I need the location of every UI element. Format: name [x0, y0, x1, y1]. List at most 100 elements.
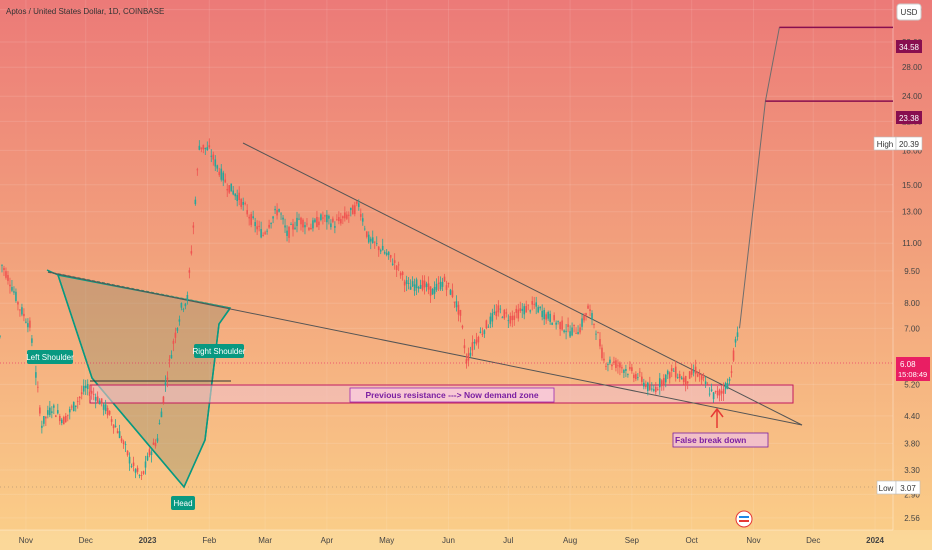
candle-body: [55, 415, 57, 417]
candle-body: [236, 194, 239, 201]
candle-body: [138, 475, 141, 476]
candle-body: [164, 382, 167, 386]
candle-body: [0, 335, 1, 337]
x-tick-label: Jun: [442, 536, 455, 545]
candle-body: [714, 390, 717, 392]
x-tick-label: Aug: [563, 536, 577, 545]
candle-body: [310, 227, 312, 230]
current-price-badge: 6.08 15:08:49: [896, 357, 930, 381]
false-break-label: False break down: [672, 432, 769, 448]
candle-body: [467, 353, 470, 361]
candle-body: [453, 301, 456, 303]
wedge-lower-line: [47, 271, 803, 426]
candle-body: [250, 214, 252, 225]
candle-body: [595, 333, 597, 335]
candle-body: [700, 374, 703, 380]
candle-body: [126, 450, 129, 456]
candle-body: [128, 456, 131, 464]
candle-body: [469, 352, 472, 356]
candle-body: [479, 331, 482, 333]
candle-body: [497, 305, 500, 313]
demand-zone-text: Previous resistance ---> Now demand zone: [365, 390, 538, 400]
candle-body: [51, 411, 53, 413]
candle-body: [57, 410, 59, 414]
candle-body: [435, 283, 438, 290]
candle-body: [676, 377, 679, 378]
candle-body: [252, 216, 254, 219]
candle-body: [39, 407, 41, 414]
candle-body: [415, 279, 418, 289]
candle-body: [92, 394, 95, 395]
candle-body: [280, 213, 282, 215]
right-shoulder-label: Right Shoulder: [193, 344, 246, 358]
candle-body: [395, 265, 398, 270]
candle-body: [499, 308, 502, 310]
currency-button[interactable]: USD: [896, 3, 922, 21]
candle-body: [118, 431, 121, 439]
y-tick-label: 7.00: [904, 324, 920, 333]
candle-body: [371, 237, 374, 243]
candle-body: [547, 311, 549, 319]
candle-body: [587, 305, 589, 309]
left-shoulder-text: Left Shoulder: [26, 353, 74, 362]
candle-body: [100, 398, 103, 404]
candle-body: [726, 383, 729, 389]
candle-body: [19, 309, 21, 311]
candle-body: [266, 230, 268, 232]
candle-body: [629, 366, 631, 370]
candle-body: [455, 301, 458, 308]
head-label: Head: [171, 496, 195, 510]
candle-body: [330, 223, 332, 228]
candle-body: [549, 313, 551, 322]
candle-body: [471, 342, 474, 351]
candle-body: [607, 364, 609, 366]
candle-body: [409, 286, 412, 290]
candle-body: [336, 219, 338, 221]
symbol-title: Aptos / United States Dollar, 1D, COINBA…: [6, 7, 164, 16]
candle-body: [148, 449, 151, 456]
candle-body: [338, 217, 340, 222]
candle-body: [224, 179, 227, 183]
candle-body: [216, 165, 219, 169]
candle-body: [419, 284, 422, 289]
candle-body: [445, 285, 448, 290]
candle-body: [142, 471, 145, 474]
candle-body: [525, 306, 528, 313]
candle-body: [565, 330, 567, 332]
candle-body: [1, 264, 3, 266]
y-tick-label: 11.00: [902, 239, 922, 248]
candle-body: [573, 324, 575, 327]
candle-body: [690, 369, 693, 375]
candle-body: [431, 288, 434, 295]
candle-body: [706, 384, 709, 385]
candle-body: [212, 154, 215, 160]
candle-body: [13, 291, 15, 293]
candle-body: [457, 304, 460, 315]
candle-body: [718, 389, 721, 396]
x-tick-label: Sep: [625, 536, 640, 545]
candle-body: [367, 234, 370, 243]
candle-body: [569, 331, 571, 337]
candle-body: [668, 372, 671, 379]
candle-body: [348, 214, 350, 216]
candle-body: [82, 385, 85, 392]
candle-body: [451, 290, 454, 297]
time-axis-background: [0, 530, 932, 550]
candle-body: [154, 442, 157, 447]
candle-body: [641, 376, 643, 382]
candle-body: [238, 192, 240, 201]
candle-body: [511, 315, 514, 321]
candle-body: [226, 188, 229, 191]
candle-body: [290, 224, 292, 226]
candle-body: [541, 310, 543, 318]
candle-body: [114, 425, 117, 427]
candle-body: [601, 347, 603, 359]
candle-body: [262, 235, 264, 236]
candle-body: [356, 201, 358, 204]
candle-body: [314, 219, 316, 222]
low-value: 3.07: [900, 484, 916, 493]
candle-body: [583, 315, 585, 321]
candle-body: [220, 168, 223, 180]
candle-body: [274, 208, 276, 211]
candle-body: [647, 382, 649, 391]
